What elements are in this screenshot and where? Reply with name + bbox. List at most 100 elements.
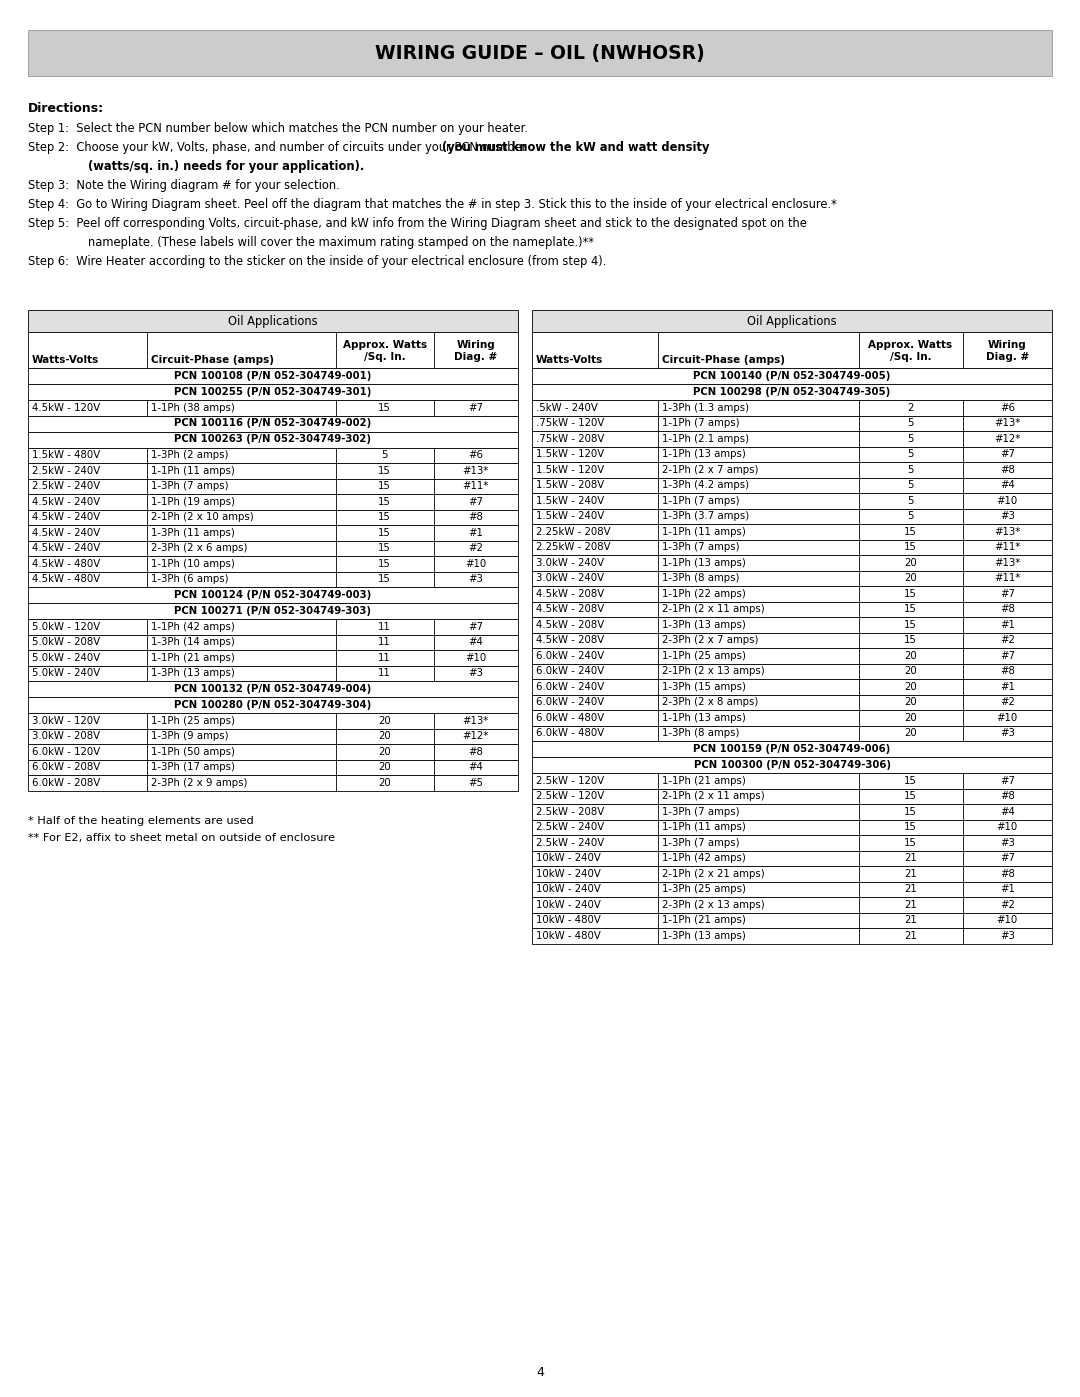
Text: #7: #7 bbox=[469, 402, 484, 412]
Text: 15: 15 bbox=[904, 636, 917, 645]
Bar bbox=[28, 745, 518, 760]
Bar bbox=[28, 712, 518, 728]
Text: 4.5kW - 240V: 4.5kW - 240V bbox=[32, 543, 100, 553]
Text: 1-3Ph (9 amps): 1-3Ph (9 amps) bbox=[150, 731, 228, 742]
Text: 2: 2 bbox=[907, 402, 914, 412]
Text: 4: 4 bbox=[536, 1366, 544, 1379]
Text: 3.0kW - 240V: 3.0kW - 240V bbox=[536, 557, 604, 567]
Text: 1-3Ph (2 amps): 1-3Ph (2 amps) bbox=[150, 450, 228, 460]
Text: #3: #3 bbox=[469, 668, 483, 679]
Text: 1-1Ph (50 amps): 1-1Ph (50 amps) bbox=[150, 747, 234, 757]
Text: 2-1Ph (2 x 10 amps): 2-1Ph (2 x 10 amps) bbox=[150, 513, 254, 522]
Text: #13*: #13* bbox=[462, 715, 489, 726]
Text: #10: #10 bbox=[997, 915, 1018, 925]
Text: #13*: #13* bbox=[462, 465, 489, 476]
Text: #4: #4 bbox=[1000, 806, 1015, 817]
Text: 1.5kW - 240V: 1.5kW - 240V bbox=[536, 511, 604, 521]
Text: 1-3Ph (1.3 amps): 1-3Ph (1.3 amps) bbox=[662, 402, 748, 412]
Text: 1-1Ph (11 amps): 1-1Ph (11 amps) bbox=[150, 465, 234, 476]
Text: #8: #8 bbox=[1000, 465, 1015, 475]
Text: #7: #7 bbox=[1000, 854, 1015, 863]
Text: #12*: #12* bbox=[462, 731, 489, 742]
Text: Watts-Volts: Watts-Volts bbox=[32, 355, 99, 365]
Text: 2.5kW - 240V: 2.5kW - 240V bbox=[536, 838, 604, 848]
Text: #11*: #11* bbox=[994, 573, 1021, 584]
Bar bbox=[28, 495, 518, 510]
Text: 4.5kW - 240V: 4.5kW - 240V bbox=[32, 497, 100, 507]
Bar bbox=[28, 29, 1052, 75]
Text: Wiring: Wiring bbox=[457, 339, 496, 351]
Text: 21: 21 bbox=[904, 869, 917, 879]
Text: #2: #2 bbox=[1000, 697, 1015, 707]
Text: 1-1Ph (21 amps): 1-1Ph (21 amps) bbox=[150, 652, 234, 662]
Text: 15: 15 bbox=[904, 791, 917, 802]
Text: #6: #6 bbox=[1000, 402, 1015, 412]
Bar bbox=[532, 725, 1052, 740]
Bar bbox=[28, 541, 518, 556]
Text: 11: 11 bbox=[378, 668, 391, 679]
Text: 10kW - 240V: 10kW - 240V bbox=[536, 869, 600, 879]
Bar bbox=[532, 788, 1052, 805]
Text: #8: #8 bbox=[1000, 791, 1015, 802]
Bar bbox=[28, 310, 518, 332]
Text: #4: #4 bbox=[469, 637, 483, 647]
Text: #1: #1 bbox=[1000, 682, 1015, 692]
Text: 1-1Ph (10 amps): 1-1Ph (10 amps) bbox=[150, 559, 234, 569]
Text: 20: 20 bbox=[904, 557, 917, 567]
Bar bbox=[532, 509, 1052, 524]
Text: 2-1Ph (2 x 7 amps): 2-1Ph (2 x 7 amps) bbox=[662, 465, 758, 475]
Text: #7: #7 bbox=[469, 622, 484, 631]
Bar bbox=[532, 332, 1052, 367]
Text: #7: #7 bbox=[1000, 651, 1015, 661]
Text: 2-1Ph (2 x 11 amps): 2-1Ph (2 x 11 amps) bbox=[662, 605, 765, 615]
Text: 5: 5 bbox=[907, 511, 914, 521]
Text: 2.5kW - 240V: 2.5kW - 240V bbox=[536, 823, 604, 833]
Text: (watts/sq. in.) needs for your application).: (watts/sq. in.) needs for your applicati… bbox=[87, 161, 364, 173]
Text: 6.0kW - 240V: 6.0kW - 240V bbox=[536, 651, 604, 661]
Text: 2-1Ph (2 x 11 amps): 2-1Ph (2 x 11 amps) bbox=[662, 791, 765, 802]
Text: WIRING GUIDE – OIL (NWHOSR): WIRING GUIDE – OIL (NWHOSR) bbox=[375, 43, 705, 63]
Text: 5: 5 bbox=[907, 465, 914, 475]
Text: 5: 5 bbox=[907, 481, 914, 490]
Text: 15: 15 bbox=[378, 543, 391, 553]
Bar bbox=[532, 912, 1052, 928]
Text: Oil Applications: Oil Applications bbox=[747, 314, 837, 327]
Bar bbox=[28, 479, 518, 495]
Text: 1-3Ph (8 amps): 1-3Ph (8 amps) bbox=[662, 573, 740, 584]
Text: 15: 15 bbox=[904, 527, 917, 536]
Text: 5.0kW - 240V: 5.0kW - 240V bbox=[32, 652, 100, 662]
Text: #3: #3 bbox=[1000, 511, 1015, 521]
Text: 2.5kW - 240V: 2.5kW - 240V bbox=[32, 481, 100, 492]
Bar bbox=[532, 710, 1052, 725]
Text: 1-3Ph (7 amps): 1-3Ph (7 amps) bbox=[662, 838, 740, 848]
Text: 4.5kW - 480V: 4.5kW - 480V bbox=[32, 574, 100, 584]
Text: Step 2:  Choose your kW, Volts, phase, and number of circuits under your PCN num: Step 2: Choose your kW, Volts, phase, an… bbox=[28, 141, 530, 154]
Text: 2-3Ph (2 x 7 amps): 2-3Ph (2 x 7 amps) bbox=[662, 636, 758, 645]
Text: #1: #1 bbox=[469, 528, 483, 538]
Text: 15: 15 bbox=[378, 528, 391, 538]
Bar bbox=[532, 524, 1052, 539]
Text: 15: 15 bbox=[904, 838, 917, 848]
Text: 10kW - 480V: 10kW - 480V bbox=[536, 915, 600, 925]
Text: #6: #6 bbox=[469, 450, 484, 460]
Bar bbox=[28, 728, 518, 745]
Text: 2.25kW - 208V: 2.25kW - 208V bbox=[536, 527, 610, 536]
Text: #7: #7 bbox=[1000, 588, 1015, 599]
Text: 4.5kW - 208V: 4.5kW - 208V bbox=[536, 620, 604, 630]
Text: #10: #10 bbox=[465, 559, 486, 569]
Text: 2.5kW - 240V: 2.5kW - 240V bbox=[32, 465, 100, 476]
Text: nameplate. (These labels will cover the maximum rating stamped on the nameplate.: nameplate. (These labels will cover the … bbox=[87, 236, 594, 249]
Bar bbox=[532, 447, 1052, 462]
Text: 2-1Ph (2 x 21 amps): 2-1Ph (2 x 21 amps) bbox=[662, 869, 765, 879]
Text: PCN 100298 (P/N 052-304749-305): PCN 100298 (P/N 052-304749-305) bbox=[693, 387, 891, 397]
Bar bbox=[532, 602, 1052, 617]
Text: 1-1Ph (19 amps): 1-1Ph (19 amps) bbox=[150, 497, 234, 507]
Text: 2.25kW - 208V: 2.25kW - 208V bbox=[536, 542, 610, 552]
Bar bbox=[532, 757, 1052, 773]
Bar bbox=[28, 384, 518, 400]
Text: 11: 11 bbox=[378, 622, 391, 631]
Text: 10kW - 240V: 10kW - 240V bbox=[536, 854, 600, 863]
Text: 6.0kW - 240V: 6.0kW - 240V bbox=[536, 697, 604, 707]
Bar bbox=[28, 587, 518, 604]
Text: 20: 20 bbox=[378, 778, 391, 788]
